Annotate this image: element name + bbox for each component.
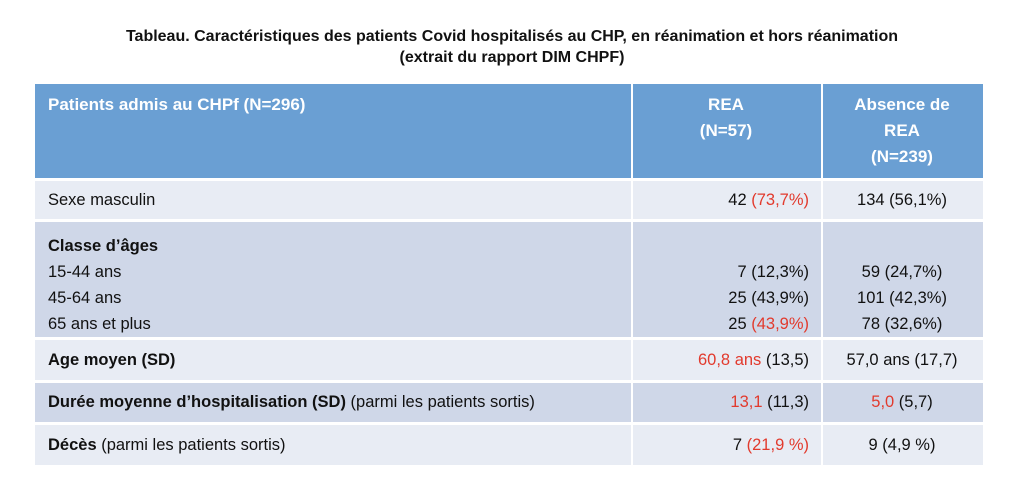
column-separator: [821, 340, 823, 380]
row-gap: [35, 178, 983, 181]
rea-sd: (13,5): [761, 351, 809, 369]
row-label-bold: Décès: [48, 436, 97, 454]
absence-value: 57,0 ans (17,7): [846, 351, 958, 369]
column-separator: [631, 340, 633, 380]
rea-age-45-64: 25 (43,9%): [728, 289, 809, 307]
row-label: Age moyen (SD): [48, 351, 176, 369]
absence-value: 5,0 (5,7): [821, 383, 983, 422]
absence-value: 134 (56,1%): [857, 191, 947, 209]
age-group-label: 65 ans et plus: [48, 315, 151, 333]
rea-percent: (73,7%): [751, 191, 809, 209]
row-gap: [35, 219, 983, 222]
row-gap: [35, 422, 983, 425]
rea-value: 7 (21,9 %): [631, 425, 821, 465]
table-header-row: Patients admis au CHPf (N=296) REA (N=57…: [35, 84, 983, 178]
rea-age-65-plus: 25 (43,9%): [728, 315, 809, 333]
rea-value: 13,1 (11,3): [631, 383, 821, 422]
title-line-2: (extrait du rapport DIM CHPF): [399, 49, 625, 66]
header-rea-label: REA: [708, 95, 744, 114]
column-separator: [631, 84, 633, 178]
column-separator: [631, 181, 633, 219]
header-abs-line2: REA: [884, 121, 920, 140]
rea-mean: 13,1: [730, 393, 763, 411]
abs-sd: (5,7): [894, 393, 933, 411]
patients-table: Patients admis au CHPf (N=296) REA (N=57…: [35, 84, 983, 465]
table-row-sexe: Sexe masculin 42 (73,7%) 134 (56,1%): [35, 181, 983, 219]
column-separator: [631, 425, 633, 465]
age-group-label: 15-44 ans: [48, 263, 122, 281]
column-separator: [821, 181, 823, 219]
column-separator: [821, 84, 823, 178]
row-label: Durée moyenne d’hospitalisation (SD) (pa…: [35, 383, 631, 422]
rea-count: 42: [728, 191, 752, 209]
rea-value: 7 (12,3%) 25 (43,9%) 25 (43,9%): [631, 222, 821, 337]
row-label-bold: Durée moyenne d’hospitalisation (SD): [48, 393, 346, 411]
column-separator: [821, 425, 823, 465]
column-separator: [821, 383, 823, 422]
row-label: Sexe masculin: [48, 191, 156, 209]
rea-sd: (11,3): [762, 393, 809, 411]
rea-mean: 60,8 ans: [698, 351, 762, 369]
header-col-patients: Patients admis au CHPf (N=296): [48, 95, 306, 114]
age-group-heading: Classe d’âges: [48, 237, 159, 255]
abs-age-65-plus: 78 (32,6%): [861, 315, 943, 333]
header-abs-n: (N=239): [871, 147, 933, 166]
rea-percent: (21,9 %): [746, 436, 809, 454]
age-group-label: 45-64 ans: [48, 289, 122, 307]
row-gap: [35, 380, 983, 383]
rea-count: 7: [732, 436, 747, 454]
row-label: Classe d’âges 15-44 ans 45-64 ans 65 ans…: [35, 222, 631, 337]
table-row-age-moyen: Age moyen (SD) 60,8 ans (13,5) 57,0 ans …: [35, 340, 983, 380]
absence-value: 59 (24,7%) 101 (42,3%) 78 (32,6%): [821, 222, 983, 337]
row-label-note: (parmi les patients sortis): [96, 436, 286, 454]
row-label-note: (parmi les patients sortis): [345, 393, 535, 411]
table-row-classe-ages: Classe d’âges 15-44 ans 45-64 ans 65 ans…: [35, 222, 983, 337]
header-abs-line1: Absence de: [854, 95, 950, 114]
column-separator: [821, 222, 823, 337]
header-col-rea: REA (N=57): [631, 84, 821, 178]
header-col-absence-rea: Absence de REA (N=239): [821, 84, 983, 178]
rea-value: 60,8 ans (13,5): [631, 340, 821, 380]
header-rea-n: (N=57): [699, 121, 753, 140]
abs-age-15-44: 59 (24,7%): [861, 263, 943, 281]
abs-age-45-64: 101 (42,3%): [857, 289, 947, 307]
rea-value: 42 (73,7%): [631, 181, 821, 219]
row-label: Décès (parmi les patients sortis): [35, 425, 631, 465]
column-separator: [631, 383, 633, 422]
table-row-deces: Décès (parmi les patients sortis) 7 (21,…: [35, 425, 983, 465]
rea-age-15-44: 7 (12,3%): [737, 263, 809, 281]
absence-value: 9 (4,9 %): [868, 436, 936, 454]
column-separator: [631, 222, 633, 337]
abs-mean: 5,0: [871, 393, 895, 411]
table-title: Tableau. Caractéristiques des patients C…: [0, 26, 1024, 68]
title-line-1: Tableau. Caractéristiques des patients C…: [125, 28, 899, 45]
table-row-duree: Durée moyenne d’hospitalisation (SD) (pa…: [35, 383, 983, 422]
row-gap: [35, 337, 983, 340]
